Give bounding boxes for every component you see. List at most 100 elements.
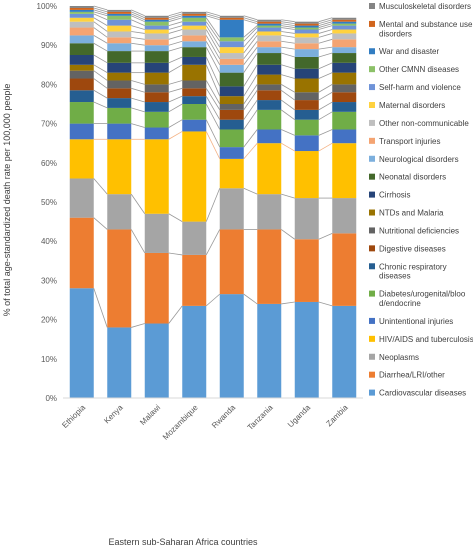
legend-swatch (369, 227, 375, 234)
series-connector-line (131, 9, 145, 17)
bar-segment (219, 53, 244, 59)
series-connector-line (318, 142, 333, 152)
bar-segment (69, 21, 94, 28)
bar-segment (219, 72, 244, 87)
legend-item: Other non-communicable (369, 119, 469, 128)
x-tick-label: Kenya (102, 403, 125, 426)
bar-segment (107, 229, 132, 328)
bar-segment (332, 29, 357, 34)
bar-segment (294, 151, 319, 199)
bar-segment (294, 56, 319, 69)
series-connector-line (318, 17, 333, 23)
bar-segment (107, 107, 132, 124)
bar-segment (107, 37, 132, 44)
y-tick-label: 50% (41, 198, 57, 207)
legend-label: Other non-communicable (379, 119, 469, 128)
legend-label: Cirrhosis (379, 191, 411, 200)
bar-segment (107, 80, 132, 89)
series-connector-line (205, 64, 221, 97)
bar-segment (182, 131, 207, 222)
bar-segment (332, 39, 357, 48)
bar-segment (257, 109, 282, 130)
bar-segment (182, 104, 207, 120)
bar-segment (182, 221, 207, 255)
x-tick-label: Ethiopia (60, 403, 87, 430)
series-connector-line (281, 21, 295, 25)
bar-segment (257, 31, 282, 36)
series-connector-line (243, 64, 258, 87)
bar-segment (257, 19, 282, 22)
series-connector-line (243, 90, 258, 111)
legend-swatch (369, 119, 375, 126)
bar-segment (219, 147, 244, 159)
y-tick-label: 0% (45, 394, 57, 403)
series-connector-line (130, 193, 146, 214)
series-connector-line (206, 13, 220, 19)
bar-segment (107, 31, 132, 38)
series-connector-line (168, 64, 183, 73)
series-connector-line (281, 40, 295, 44)
series-connector-line (205, 88, 221, 111)
series-connector-line (243, 74, 258, 97)
bar-segment (257, 35, 282, 42)
series-connector-line (131, 123, 145, 128)
series-connector-line (281, 52, 295, 58)
series-connector-line (93, 217, 108, 230)
series-connector-line (131, 97, 145, 103)
bar-segment (182, 35, 207, 42)
legend-item: Musculoskeletal disorders (369, 2, 471, 11)
series-connector-line (318, 301, 333, 307)
series-connector-line (205, 80, 221, 105)
legend-label: diseases (379, 272, 411, 281)
legend-label: Self-harm and violence (379, 83, 461, 92)
series-connector-line (281, 109, 295, 121)
x-tick-label: Mozambique (161, 403, 200, 442)
bar-segment (257, 23, 282, 26)
legend-label: Musculoskeletal disorders (379, 2, 471, 11)
series-connector-line (243, 31, 258, 48)
bar-segment (144, 19, 169, 22)
legend-swatch (369, 20, 375, 27)
bar-segment (294, 198, 319, 240)
bar-segment (257, 303, 282, 398)
bar-segment (219, 19, 244, 38)
series-connector-line (243, 187, 258, 195)
bar-segment (332, 92, 357, 103)
bar-segment (219, 37, 244, 42)
legend-label: Digestive diseases (379, 244, 446, 253)
bar-segment (332, 33, 357, 40)
series-connector-line (93, 178, 108, 195)
series-connector-line (168, 80, 183, 85)
series-connector-line (131, 13, 145, 21)
bar-segment (107, 15, 132, 20)
series-connector-line (168, 35, 183, 40)
series-connector-line (318, 72, 333, 79)
series-connector-line (281, 25, 295, 28)
bar-segment (144, 39, 169, 46)
series-connector-line (243, 99, 258, 120)
bar-segment (219, 158, 244, 189)
legend-swatch (369, 263, 375, 270)
series-connector-line (318, 111, 333, 121)
series-connector-line (318, 46, 333, 50)
x-axis-title: Eastern sub-Saharan Africa countries (108, 537, 258, 547)
bar-segment (69, 35, 94, 44)
series-connector-line (281, 19, 295, 23)
legend-item: Cirrhosis (369, 191, 411, 200)
bar-segment (219, 109, 244, 120)
series-connector-line (168, 119, 183, 128)
bar-segment (257, 74, 282, 85)
bar-segment (294, 119, 319, 136)
y-axis-title: % of total age-standardized death rate p… (2, 84, 12, 317)
series-connector-line (93, 27, 108, 38)
bar-segment (182, 41, 207, 48)
bar-segment (219, 15, 244, 18)
bar-segment (107, 72, 132, 81)
legend-item: War and disaster (369, 47, 440, 56)
bar-segment (144, 92, 169, 103)
series-connector-line (243, 293, 258, 305)
legend-item: Neonatal disorders (369, 173, 446, 182)
bar-segment (69, 288, 94, 398)
bar-segment (144, 51, 169, 63)
